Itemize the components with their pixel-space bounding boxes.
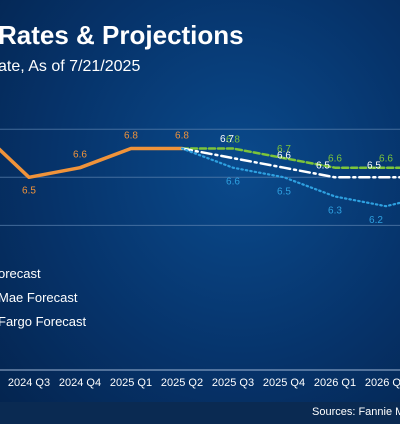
data-label-white-2: 6.6 bbox=[277, 151, 291, 162]
chart-subtitle: ate, As of 7/21/2025 bbox=[0, 58, 141, 75]
series-line-blue bbox=[180, 147, 400, 208]
legend-item-3: Fargo Forecast bbox=[0, 314, 87, 329]
x-tick-2: 2024 Q4 bbox=[59, 377, 101, 389]
data-label-historical-2: 6.6 bbox=[73, 150, 87, 161]
footer-bar bbox=[0, 402, 400, 424]
legend-item-1: orecast bbox=[0, 266, 41, 281]
chart-title: Rates & Projections bbox=[0, 20, 244, 50]
data-label-historical-3: 6.8 bbox=[124, 130, 138, 141]
data-label-green-4: 6.6 bbox=[379, 154, 393, 165]
data-label-white-4: 6.5 bbox=[367, 160, 381, 171]
series-lines bbox=[0, 146, 400, 208]
data-label-white-1: 6.7 bbox=[220, 134, 234, 145]
data-label-historical-1: 6.5 bbox=[22, 185, 36, 196]
x-tick-3: 2025 Q1 bbox=[110, 377, 152, 389]
data-label-blue-3: 6.3 bbox=[328, 206, 342, 217]
x-tick-5: 2025 Q3 bbox=[212, 377, 254, 389]
data-label-green-1: 6.8 bbox=[226, 134, 240, 145]
series-line-white bbox=[180, 147, 400, 179]
series-line-green bbox=[180, 147, 400, 169]
data-label-white-3: 6.5 bbox=[316, 160, 330, 171]
source-note: Sources: Fannie Mae bbox=[312, 406, 400, 418]
legend-item-2: Mae Forecast bbox=[0, 290, 78, 305]
data-label-blue-4: 6.2 bbox=[369, 215, 383, 226]
series-line-historical bbox=[0, 146, 184, 180]
x-tick-7: 2026 Q1 bbox=[314, 377, 356, 389]
data-label-green-2: 6.7 bbox=[277, 144, 291, 155]
x-tick-6: 2025 Q4 bbox=[263, 377, 305, 389]
gridlines bbox=[0, 128, 400, 371]
data-label-blue-2: 6.5 bbox=[277, 186, 291, 197]
data-label-blue-1: 6.6 bbox=[226, 177, 240, 188]
x-tick-8: 2026 Q2 bbox=[365, 377, 400, 389]
data-label-green-3: 6.6 bbox=[328, 154, 342, 165]
x-tick-1: 2024 Q3 bbox=[8, 377, 50, 389]
x-tick-4: 2025 Q2 bbox=[161, 377, 203, 389]
data-label-historical-4: 6.8 bbox=[175, 130, 189, 141]
data-labels: 6.56.66.8 6.8 6.86.76.6 6.66.76.66.5 6.56.66… bbox=[22, 130, 393, 226]
